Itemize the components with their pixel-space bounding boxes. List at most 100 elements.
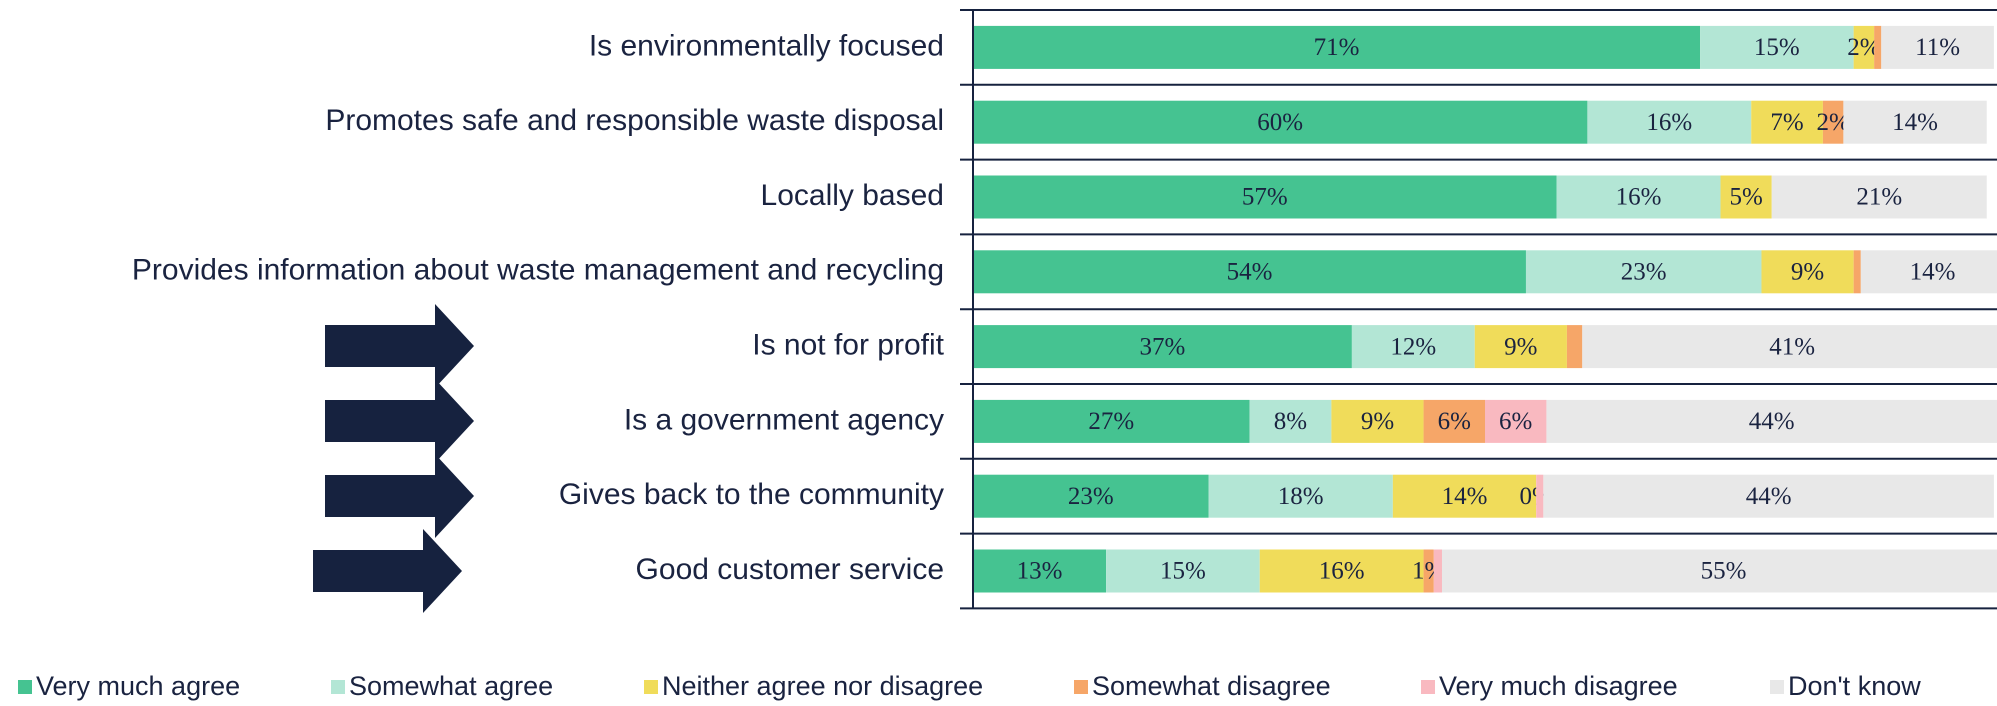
data-label: 71%	[1314, 34, 1360, 61]
arrow	[325, 379, 474, 463]
legend-swatch	[18, 680, 32, 694]
bar-segment	[1106, 549, 1260, 593]
category-label: Is not for profit	[752, 329, 944, 362]
legend-label: Don't know	[1788, 671, 1921, 701]
data-label: 41%	[1769, 333, 1815, 360]
legend-label: Very much agree	[36, 671, 240, 701]
bar-segment	[1423, 549, 1434, 593]
data-label: 57%	[1242, 184, 1288, 211]
data-label: 16%	[1319, 558, 1365, 585]
bar-segment	[1822, 100, 1844, 144]
legend-label: Somewhat agree	[349, 671, 553, 701]
data-label: 13%	[1017, 558, 1063, 585]
data-label: 55%	[1701, 558, 1747, 585]
bar-segment	[1860, 250, 1997, 294]
data-label: 9%	[1361, 408, 1394, 435]
bar-segment	[1720, 175, 1772, 219]
data-label: 44%	[1746, 483, 1792, 510]
data-label: 11%	[1915, 34, 1960, 61]
bar-segment	[1874, 25, 1882, 69]
arrow	[325, 454, 474, 538]
bar-segment	[1423, 399, 1485, 443]
bar-segment	[1249, 399, 1332, 443]
bar-segment	[1853, 250, 1861, 294]
data-label: 14%	[1892, 109, 1938, 136]
bar-segment	[1546, 399, 1997, 443]
bar-segment	[1259, 549, 1424, 593]
bar-segment	[1441, 549, 1997, 593]
legend-swatch	[644, 680, 658, 694]
bar-segment	[1556, 175, 1721, 219]
data-label: 21%	[1856, 184, 1902, 211]
data-label: 8%	[1274, 408, 1307, 435]
data-label: 6%	[1438, 408, 1471, 435]
bar-segment	[1843, 100, 1987, 144]
legend-label: Very much disagree	[1439, 671, 1678, 701]
bar-segment	[973, 325, 1352, 369]
arrow	[325, 304, 474, 388]
legend-label: Somewhat disagree	[1092, 671, 1331, 701]
bar-segment	[1566, 325, 1583, 369]
bar-segment	[1474, 325, 1567, 369]
bar-segment	[1771, 175, 1987, 219]
bar-segment	[1543, 474, 1994, 518]
bar-segment	[1700, 25, 1854, 69]
data-label: 15%	[1754, 34, 1800, 61]
category-label: Gives back to the community	[559, 478, 944, 511]
bar-segment	[1761, 250, 1854, 294]
bar-segment	[973, 399, 1250, 443]
data-label: 16%	[1646, 109, 1692, 136]
bar-segment	[1853, 25, 1875, 69]
legend-label: Neither agree nor disagree	[662, 671, 983, 701]
data-label: 23%	[1068, 483, 1114, 510]
bar-segment	[1485, 399, 1547, 443]
bar-segment	[1536, 474, 1544, 518]
bar-segment	[973, 474, 1209, 518]
bar-segment	[1351, 325, 1475, 369]
bar-segment	[1881, 25, 1994, 69]
data-label: 27%	[1088, 408, 1134, 435]
data-label: 9%	[1791, 259, 1824, 286]
legend-swatch	[331, 680, 345, 694]
bar-segment	[1751, 100, 1823, 144]
bar-segment	[973, 25, 1701, 69]
category-label: Promotes safe and responsible waste disp…	[325, 104, 944, 137]
bar-segment	[1208, 474, 1393, 518]
data-label: 14%	[1910, 259, 1956, 286]
bar-segment	[1582, 325, 1997, 369]
data-label: 37%	[1140, 333, 1186, 360]
bar-segment	[1331, 399, 1424, 443]
legend-swatch	[1770, 680, 1784, 694]
data-label: 5%	[1729, 184, 1762, 211]
data-label: 60%	[1257, 109, 1303, 136]
bar-segment	[973, 100, 1588, 144]
bar-segment	[1587, 100, 1752, 144]
bar-segment	[1525, 250, 1762, 294]
bar-segment	[1433, 549, 1442, 593]
data-label: 15%	[1160, 558, 1206, 585]
arrows	[313, 304, 474, 613]
category-label: Locally based	[761, 179, 944, 212]
legend-swatch	[1074, 680, 1088, 694]
data-label: 12%	[1390, 333, 1436, 360]
bar-segment	[973, 250, 1526, 294]
data-label: 23%	[1621, 259, 1667, 286]
legend-swatch	[1421, 680, 1435, 694]
category-label: Is environmentally focused	[589, 29, 944, 62]
bar-segment	[973, 549, 1107, 593]
data-label: 18%	[1278, 483, 1324, 510]
data-label: 16%	[1616, 184, 1662, 211]
bar-segment	[973, 175, 1557, 219]
category-label: Provides information about waste managem…	[132, 254, 944, 287]
data-label: 7%	[1770, 109, 1803, 136]
category-label: Good customer service	[636, 553, 944, 586]
data-label: 44%	[1749, 408, 1795, 435]
arrow	[313, 529, 462, 613]
data-label: 9%	[1504, 333, 1537, 360]
bar-segment	[1392, 474, 1537, 518]
category-label: Is a government agency	[624, 403, 944, 436]
data-label: 54%	[1227, 259, 1273, 286]
data-label: 6%	[1499, 408, 1532, 435]
data-label: 14%	[1442, 483, 1488, 510]
